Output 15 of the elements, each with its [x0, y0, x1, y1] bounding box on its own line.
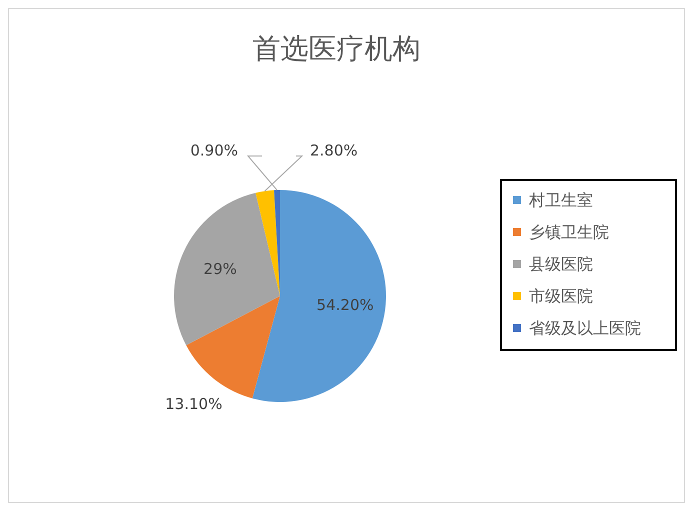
pie-slice — [186, 296, 280, 398]
legend-label: 县级医院 — [529, 254, 593, 274]
pie-slice — [252, 190, 386, 402]
data-label: 2.80% — [310, 141, 358, 160]
legend-label: 乡镇卫生院 — [529, 222, 609, 242]
legend-label: 省级及以上医院 — [529, 318, 641, 338]
legend-label: 市级医院 — [529, 286, 593, 306]
data-label: 54.20% — [316, 296, 374, 314]
legend-label: 村卫生室 — [528, 190, 593, 210]
pie-slice — [256, 190, 280, 296]
pie-slice — [174, 192, 280, 346]
data-label: 0.90% — [190, 141, 238, 160]
data-label: 29% — [204, 260, 237, 278]
data-label: 13.10% — [165, 394, 222, 413]
chart-title: 首选医疗机构 — [252, 32, 420, 65]
